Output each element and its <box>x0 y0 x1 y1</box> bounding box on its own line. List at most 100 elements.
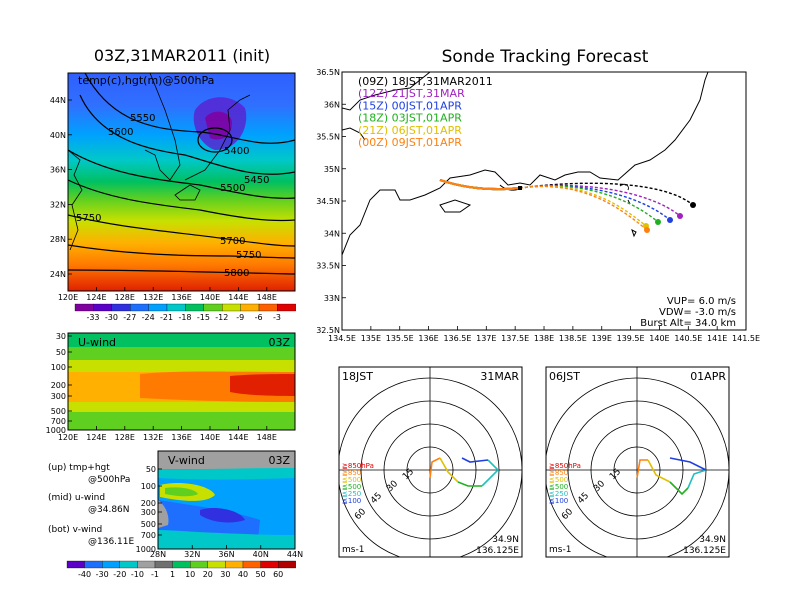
forecast-run-label: (12Z) 21JST,31MAR <box>358 87 465 100</box>
left-lat-label: 44N <box>50 96 66 105</box>
track-endpoint <box>677 213 683 219</box>
forecast-run-label: (09Z) 18JST,31MAR2011 <box>358 75 493 88</box>
note-mid-1: (mid) u-wind <box>48 493 105 503</box>
hodograph-segment <box>687 469 707 489</box>
svg-text:5500: 5500 <box>220 183 245 194</box>
left-colorbar-swatch <box>93 303 112 312</box>
uwind-p-label: 50 <box>56 348 66 357</box>
forecast-lat-label: 34N <box>324 229 340 238</box>
uwind-p-label: 200 <box>51 381 66 390</box>
left-panel-title: 03Z,31MAR2011 (init) <box>94 46 270 65</box>
hodograph-date: 31MAR <box>480 370 519 383</box>
left-colorbar-label: -33 <box>86 313 99 322</box>
forecast-lon-label: 138E <box>534 334 554 343</box>
vwind-colorbar-label: -40 <box>78 570 91 579</box>
left-lat-label: 40N <box>50 131 66 140</box>
left-lon-label: 132E <box>143 293 163 302</box>
forecast-lat-axis: 36.5N 36N 35.5N 35N 34.5N 34N 33.5N 33N 32.5N <box>316 68 346 335</box>
svg-text:5450: 5450 <box>244 175 269 186</box>
forecast-lon-axis: 134.5E 135E 135.5E 136E 136.5E 137E 137.5E 138E… <box>328 326 760 343</box>
left-colorbar-label: -15 <box>197 313 210 322</box>
svg-text:5550: 5550 <box>130 113 155 124</box>
forecast-lon-label: 135E <box>361 334 381 343</box>
left-colorbar <box>74 303 296 312</box>
note-bot-1: (bot) v-wind <box>48 525 102 535</box>
vwind-field <box>158 451 295 549</box>
vwind-p-label: 300 <box>141 508 156 517</box>
param-vup: VUP= 6.0 m/s <box>667 296 736 307</box>
coastline-left <box>68 73 251 251</box>
hodograph-unit: ms-1 <box>342 545 364 555</box>
left-colorbar-swatch <box>222 303 241 312</box>
left-lon-label: 148E <box>257 293 277 302</box>
forecast-lat-label: 35N <box>324 165 340 174</box>
left-lat-label: 24N <box>50 270 66 279</box>
left-colorbar-swatch <box>185 303 204 312</box>
track-endpoint <box>667 217 673 223</box>
vwind-colorbar-label: 30 <box>220 570 230 579</box>
hodograph-legend: ≧850hPa≧850≦500≦500≦250≦100 <box>342 462 374 505</box>
forecast-lon-label: 140E <box>649 334 669 343</box>
forecast-lon-label: 139.5E <box>617 334 645 343</box>
vwind-lat-axis: 28N 32N 36N 40N 44N <box>150 545 303 559</box>
left-lat-axis: 44N 40N 36N 32N 28N 24N <box>50 96 72 279</box>
forecast-tracks <box>439 178 696 233</box>
vwind-lat-label: 40N <box>253 550 269 559</box>
uwind-field <box>68 333 295 430</box>
launch-site-marker <box>518 186 522 190</box>
left-colorbar-swatch <box>74 303 94 312</box>
forecast-lat-label: 35.5N <box>316 133 340 142</box>
forecast-run-label: (21Z) 06JST,01APR <box>358 124 462 137</box>
uwind-time: 03Z <box>268 336 290 349</box>
left-colorbar-label: -24 <box>142 313 155 322</box>
uwind-title: U-wind <box>78 336 116 349</box>
forecast-lat-label: 36N <box>324 100 340 109</box>
vwind-p-label: 50 <box>146 465 156 474</box>
vwind-p-label: 500 <box>141 520 156 529</box>
hodograph-segment <box>461 457 489 463</box>
vwind-colorbar-swatch <box>260 560 279 569</box>
left-colorbar-label: -21 <box>160 313 173 322</box>
left-lon-axis: 120E 124E 128E 132E 136E 140E 144E 148E <box>58 287 277 302</box>
hodograph-legend-label: ≧850hPa <box>342 462 374 470</box>
left-colorbar-label: -6 <box>255 313 263 322</box>
vwind-colorbar-label: -1 <box>151 570 159 579</box>
hodograph-legend-label: ≦500 <box>549 476 568 484</box>
left-lon-label: 144E <box>228 293 248 302</box>
left-lat-label: 32N <box>50 200 66 209</box>
vwind-colorbar-swatch <box>84 560 103 569</box>
hodograph-time: 18JST <box>342 370 373 383</box>
left-colorbar-label: -27 <box>123 313 136 322</box>
hodograph-segment <box>669 481 689 496</box>
forecast-lon-label: 137.5E <box>501 334 529 343</box>
uwind-lon-label: 140E <box>200 433 220 442</box>
forecast-lon-label: 141.5E <box>732 334 760 343</box>
vwind-colorbar-label: 50 <box>256 570 266 579</box>
hodograph-legend-label: ≦500 <box>342 483 361 491</box>
hodograph-segment <box>429 457 441 479</box>
left-colorbar-swatch <box>277 303 296 312</box>
left-colorbar-label: -18 <box>178 313 191 322</box>
vwind-colorbar-labels: -40 -30 -20 -10 -1 1 10 20 30 40 50 60 <box>78 570 283 579</box>
hodograph-lon: 136.125E <box>683 546 726 556</box>
left-lon-label: 120E <box>58 293 78 302</box>
forecast-params: VUP= 6.0 m/s VDW= -3.0 m/s Burst Alt= 34… <box>640 296 736 329</box>
track-endpoint <box>655 219 661 225</box>
track-ascent <box>439 178 521 191</box>
left-lat-label: 28N <box>50 235 66 244</box>
left-colorbar-swatch <box>166 303 186 312</box>
track-endpoint <box>644 227 650 233</box>
hodograph-date: 01APR <box>690 370 726 383</box>
track-endpoint <box>690 202 696 208</box>
vwind-colorbar-label: -10 <box>131 570 144 579</box>
hodograph-segment <box>481 459 500 487</box>
forecast-run-label: (18Z) 03JST,01APR <box>358 112 462 125</box>
vwind-lat-label: 28N <box>150 550 166 559</box>
note-bot-2: @136.11E <box>88 537 134 547</box>
left-colorbar-label: -30 <box>105 313 118 322</box>
left-lon-label: 136E <box>171 293 191 302</box>
hodograph-segment <box>669 457 707 471</box>
